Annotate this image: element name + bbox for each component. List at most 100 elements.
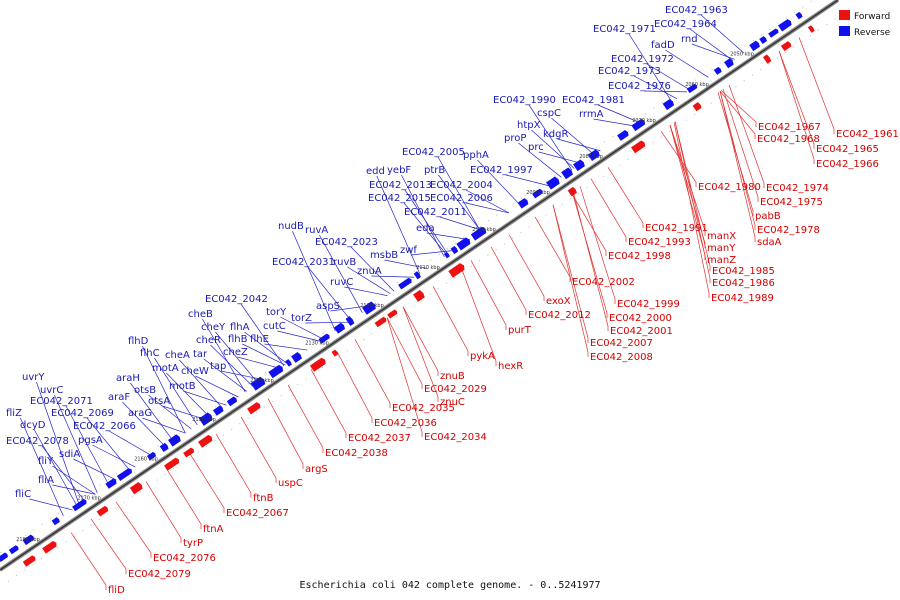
reverse-gene-arrow[interactable]: [768, 28, 779, 38]
reverse-gene-arrow[interactable]: [250, 376, 266, 391]
reverse-gene-label[interactable]: htpX: [517, 120, 541, 131]
reverse-gene-label[interactable]: EC042_2023: [315, 237, 378, 248]
reverse-gene-label[interactable]: EC042_2006: [430, 193, 493, 204]
forward-gene-label[interactable]: EC042_1975: [760, 197, 823, 208]
reverse-gene-arrow[interactable]: [8, 545, 19, 555]
forward-gene-arrow[interactable]: [198, 434, 213, 448]
forward-gene-label[interactable]: EC042_1986: [712, 278, 775, 289]
forward-gene-label[interactable]: EC042_2008: [590, 352, 653, 363]
reverse-gene-label[interactable]: EC042_1972: [611, 54, 674, 65]
forward-gene-label[interactable]: sdaA: [757, 237, 782, 248]
forward-gene-label[interactable]: EC042_1966: [816, 159, 879, 170]
reverse-gene-label[interactable]: EC042_1976: [608, 81, 671, 92]
reverse-gene-label[interactable]: araG: [128, 408, 152, 419]
reverse-gene-arrow[interactable]: [470, 226, 487, 241]
forward-gene-label[interactable]: pykA: [470, 351, 495, 362]
forward-gene-label[interactable]: EC042_1989: [711, 293, 774, 304]
reverse-gene-label[interactable]: uvrY: [22, 372, 45, 383]
reverse-gene-label[interactable]: otsB: [134, 385, 156, 396]
reverse-gene-arrow[interactable]: [22, 534, 35, 546]
reverse-gene-arrow[interactable]: [159, 442, 169, 453]
forward-gene-label[interactable]: purT: [508, 325, 532, 336]
reverse-gene-label[interactable]: prc: [528, 142, 544, 153]
reverse-gene-label[interactable]: rrmA: [579, 109, 604, 120]
reverse-gene-label[interactable]: ptrB: [424, 165, 445, 176]
reverse-gene-arrow[interactable]: [443, 251, 450, 259]
reverse-gene-arrow[interactable]: [795, 11, 803, 20]
forward-gene-arrow[interactable]: [387, 309, 398, 319]
reverse-gene-label[interactable]: proP: [504, 133, 526, 144]
reverse-gene-label[interactable]: araH: [116, 373, 140, 384]
reverse-gene-label[interactable]: cheY: [201, 322, 226, 333]
forward-gene-arrow[interactable]: [762, 54, 772, 64]
forward-gene-label[interactable]: exoX: [546, 296, 571, 307]
forward-gene-label[interactable]: EC042_2000: [609, 313, 672, 324]
reverse-gene-label[interactable]: torY: [266, 307, 287, 318]
forward-gene-arrow[interactable]: [164, 457, 179, 471]
forward-gene-arrow[interactable]: [780, 41, 792, 52]
reverse-gene-label[interactable]: nudB: [278, 221, 304, 232]
forward-gene-label[interactable]: EC042_2037: [348, 433, 411, 444]
forward-gene-arrow[interactable]: [247, 402, 261, 415]
reverse-gene-label[interactable]: EC042_1973: [598, 66, 661, 77]
reverse-gene-label[interactable]: torZ: [291, 313, 312, 324]
forward-gene-label[interactable]: fliD: [108, 585, 125, 596]
reverse-gene-label[interactable]: EC042_1971: [593, 24, 656, 35]
forward-gene-label[interactable]: EC042_1967: [758, 122, 821, 133]
reverse-gene-arrow[interactable]: [686, 83, 698, 94]
reverse-gene-label[interactable]: edd: [366, 166, 385, 177]
reverse-gene-arrow[interactable]: [116, 468, 132, 481]
reverse-gene-label[interactable]: dcyD: [20, 420, 46, 431]
reverse-gene-label[interactable]: sdiA: [59, 449, 80, 460]
reverse-gene-arrow[interactable]: [285, 359, 292, 367]
forward-gene-label[interactable]: EC042_2001: [610, 326, 673, 337]
reverse-gene-label[interactable]: cheW: [181, 366, 209, 377]
forward-gene-arrow[interactable]: [331, 349, 339, 357]
forward-gene-label[interactable]: EC042_2035: [392, 403, 455, 414]
reverse-gene-arrow[interactable]: [168, 434, 181, 447]
reverse-gene-arrow[interactable]: [713, 66, 722, 75]
reverse-gene-arrow[interactable]: [532, 188, 543, 199]
forward-gene-label[interactable]: EC042_2079: [128, 569, 191, 580]
reverse-gene-arrow[interactable]: [105, 478, 117, 489]
reverse-gene-arrow[interactable]: [146, 451, 156, 461]
forward-gene-arrow[interactable]: [309, 357, 326, 372]
forward-gene-label[interactable]: manZ: [707, 255, 736, 266]
reverse-gene-arrow[interactable]: [546, 176, 560, 190]
forward-gene-arrow[interactable]: [22, 555, 36, 567]
reverse-gene-label[interactable]: flhB: [228, 334, 248, 345]
reverse-gene-label[interactable]: EC042_2031: [272, 257, 335, 268]
reverse-gene-label[interactable]: pphA: [463, 150, 489, 161]
reverse-gene-label[interactable]: aspS: [316, 301, 340, 312]
reverse-gene-label[interactable]: ruvB: [333, 257, 356, 268]
forward-gene-label[interactable]: EC042_2012: [528, 310, 591, 321]
forward-gene-arrow[interactable]: [96, 505, 109, 517]
reverse-gene-label[interactable]: flhE: [250, 334, 269, 345]
reverse-gene-label[interactable]: EC042_2011: [404, 207, 467, 218]
reverse-gene-label[interactable]: EC042_2004: [430, 180, 493, 191]
forward-gene-arrow[interactable]: [129, 482, 143, 495]
forward-gene-label[interactable]: EC042_1978: [757, 225, 820, 236]
reverse-gene-label[interactable]: ruvA: [305, 225, 328, 236]
reverse-gene-label[interactable]: flhD: [128, 336, 149, 347]
reverse-gene-arrow[interactable]: [759, 36, 767, 45]
reverse-gene-label[interactable]: EC042_2005: [402, 147, 465, 158]
forward-gene-label[interactable]: EC042_1961: [836, 129, 899, 140]
forward-gene-arrow[interactable]: [413, 289, 425, 302]
reverse-gene-label[interactable]: flhA: [230, 322, 250, 333]
forward-gene-label[interactable]: EC042_1980: [698, 182, 761, 193]
reverse-gene-arrow[interactable]: [398, 277, 412, 290]
forward-gene-arrow[interactable]: [567, 186, 577, 197]
reverse-gene-label[interactable]: EC042_1963: [665, 5, 728, 16]
reverse-gene-label[interactable]: fadD: [651, 40, 675, 51]
reverse-gene-label[interactable]: uvrC: [40, 385, 63, 396]
reverse-gene-arrow[interactable]: [587, 149, 600, 161]
reverse-gene-arrow[interactable]: [456, 237, 471, 251]
reverse-gene-arrow[interactable]: [198, 412, 213, 426]
forward-gene-arrow[interactable]: [183, 447, 195, 458]
reverse-gene-arrow[interactable]: [749, 40, 760, 52]
reverse-gene-label[interactable]: cheB: [188, 309, 213, 320]
forward-gene-arrow[interactable]: [448, 263, 465, 278]
reverse-gene-arrow[interactable]: [226, 396, 238, 407]
reverse-gene-label[interactable]: fliA: [38, 475, 54, 486]
